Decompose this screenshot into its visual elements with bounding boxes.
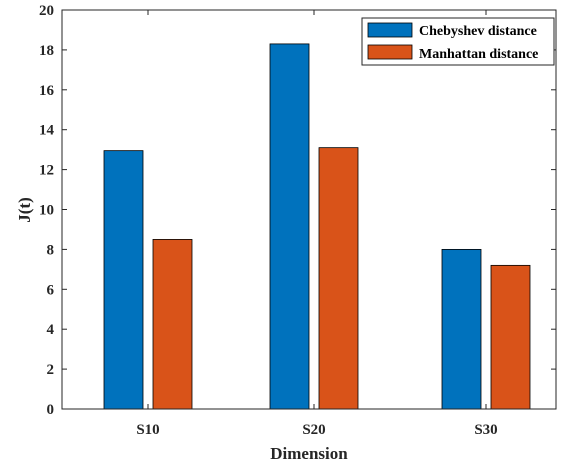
- y-tick-label: 18: [39, 43, 54, 59]
- bar-manhattan-s30: [490, 264, 531, 410]
- y-tick-label: 16: [39, 83, 55, 99]
- bar-chebyshev-s30: [441, 248, 482, 410]
- y-tick-label: 6: [47, 282, 55, 298]
- bar-chebyshev-s10: [103, 150, 144, 410]
- y-tick-label: 2: [47, 362, 55, 378]
- bar-chebyshev-s20: [269, 43, 310, 410]
- bar-manhattan-s10: [152, 239, 193, 410]
- y-tick-label: 10: [39, 203, 54, 219]
- y-tick-label: 8: [47, 242, 55, 258]
- legend-swatch-manhattan: [367, 44, 413, 60]
- legend-label-manhattan: Manhattan distance: [419, 47, 538, 62]
- bar-manhattan-s20: [318, 147, 359, 410]
- legend-label-chebyshev: Chebyshev distance: [419, 24, 537, 39]
- x-axis-label: Dimension: [270, 444, 348, 463]
- legend: Chebyshev distance Manhattan distance: [361, 17, 555, 66]
- x-axis: S10 S20 S30: [136, 10, 498, 438]
- y-tick-label: 14: [39, 123, 55, 139]
- x-tick-label: S10: [136, 422, 159, 438]
- bars-group: [103, 43, 531, 410]
- y-tick-label: 4: [47, 322, 55, 338]
- y-axis: 0 2 4 6 8 10 12 14 16 18 20: [39, 3, 556, 418]
- x-tick-label: S30: [474, 422, 497, 438]
- y-tick-label: 0: [47, 402, 55, 418]
- legend-swatch-chebyshev: [367, 22, 413, 38]
- y-tick-label: 12: [39, 163, 54, 179]
- y-tick-label: 20: [39, 3, 54, 19]
- y-axis-label: J(t): [15, 197, 34, 222]
- x-tick-label: S20: [302, 422, 325, 438]
